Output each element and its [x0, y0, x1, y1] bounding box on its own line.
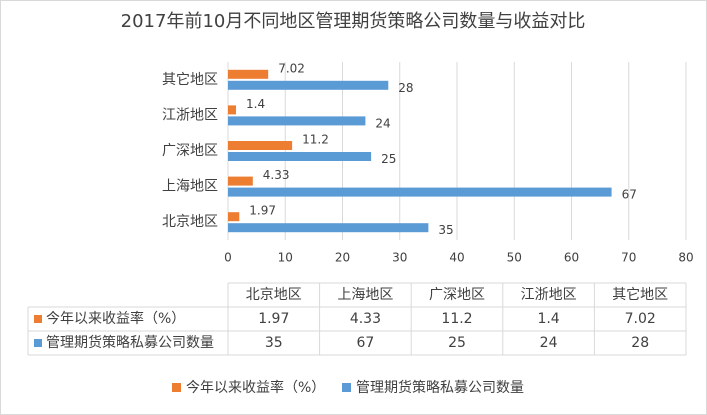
table-legend-key [34, 339, 42, 347]
data-label: 11.2 [302, 133, 329, 147]
table-cell: 7.02 [625, 311, 656, 327]
y-tick-label: 其它地区 [162, 71, 218, 88]
chart-title: 2017年前10月不同地区管理期货策略公司数量与收益对比 [121, 11, 586, 32]
table-header: 其它地区 [612, 286, 668, 303]
y-tick-label: 广深地区 [162, 143, 218, 159]
bar [228, 187, 612, 197]
legend-label: 今年以来收益率（%） [186, 379, 325, 396]
table-cell: 35 [265, 335, 283, 351]
table-cell: 28 [631, 335, 649, 351]
bar [228, 69, 269, 79]
table-cell: 67 [356, 335, 374, 351]
bar [228, 152, 372, 161]
table-cell: 25 [448, 335, 466, 351]
legend-label: 管理期货策略私募公司数量 [356, 379, 524, 396]
table-header: 上海地区 [337, 287, 393, 303]
table-header: 广深地区 [429, 287, 485, 303]
legend-key [172, 383, 181, 392]
bar [228, 212, 240, 222]
bar [228, 176, 253, 186]
table-cell: 24 [540, 335, 558, 351]
x-tick-label: 50 [507, 251, 522, 265]
data-label: 7.02 [278, 61, 305, 75]
x-tick-label: 20 [335, 251, 350, 265]
table-header: 北京地区 [246, 287, 302, 303]
table-legend-key [34, 315, 42, 323]
data-label: 1.4 [246, 97, 265, 111]
bar [228, 105, 237, 115]
data-label: 4.33 [263, 168, 290, 182]
data-label: 28 [398, 81, 413, 95]
legend-key [342, 383, 351, 392]
table-cell: 1.4 [537, 311, 559, 327]
data-label: 24 [375, 116, 390, 130]
bar [228, 223, 429, 233]
table-cell: 11.2 [441, 311, 472, 327]
data-label: 25 [381, 152, 396, 166]
x-tick-label: 40 [449, 251, 464, 265]
bar [228, 116, 366, 126]
x-tick-label: 60 [564, 251, 579, 265]
data-label: 35 [438, 223, 453, 237]
table-header: 江浙地区 [521, 287, 577, 303]
table-row-label: 今年以来收益率（%） [46, 310, 185, 327]
x-tick-label: 0 [224, 251, 232, 265]
y-tick-label: 上海地区 [162, 179, 218, 195]
table-cell: 1.97 [258, 311, 289, 327]
x-tick-label: 80 [678, 251, 693, 265]
table-row-label: 管理期货策略私募公司数量 [46, 334, 214, 351]
x-tick-label: 10 [278, 251, 293, 265]
y-tick-label: 江浙地区 [162, 107, 218, 123]
x-tick-label: 30 [392, 251, 407, 265]
y-tick-label: 北京地区 [162, 214, 218, 230]
data-label: 67 [622, 188, 637, 202]
table-cell: 4.33 [350, 311, 381, 327]
bar [228, 80, 389, 90]
bar [228, 141, 293, 150]
x-tick-label: 70 [621, 251, 636, 265]
data-label: 1.97 [249, 204, 276, 218]
